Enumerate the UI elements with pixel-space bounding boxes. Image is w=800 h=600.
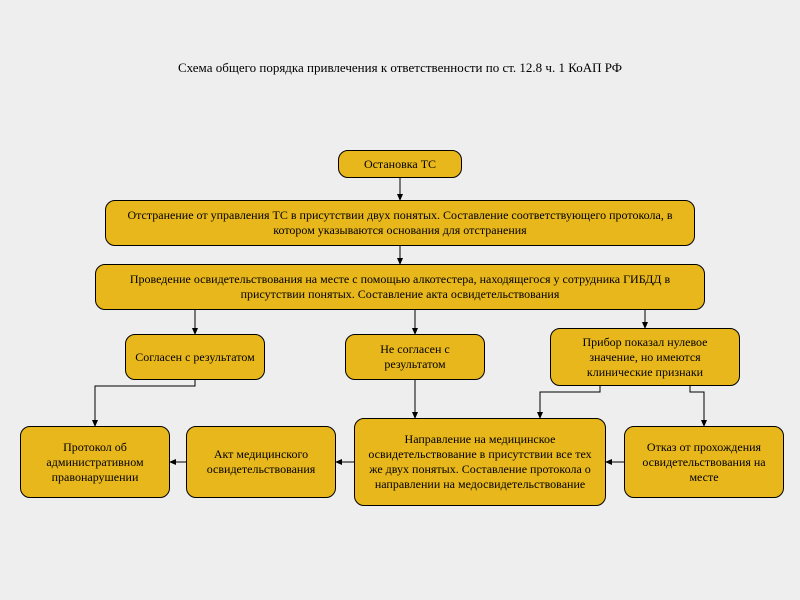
flow-node: Прибор показал нулевое значение, но имею… (550, 328, 740, 386)
flow-node: Проведение освидетельствования на месте … (95, 264, 705, 310)
flow-node: Согласен с результатом (125, 334, 265, 380)
flow-node: Отказ от прохождения освидетельствования… (624, 426, 784, 498)
flow-node: Остановка ТС (338, 150, 462, 178)
flow-node: Протокол об административном правонаруше… (20, 426, 170, 498)
flow-node: Не согласен с результатом (345, 334, 485, 380)
flow-node: Отстранение от управления ТС в присутств… (105, 200, 695, 246)
flow-node: Направление на медицинское освидетельств… (354, 418, 606, 506)
flow-node: Акт медицинского освидетельствования (186, 426, 336, 498)
